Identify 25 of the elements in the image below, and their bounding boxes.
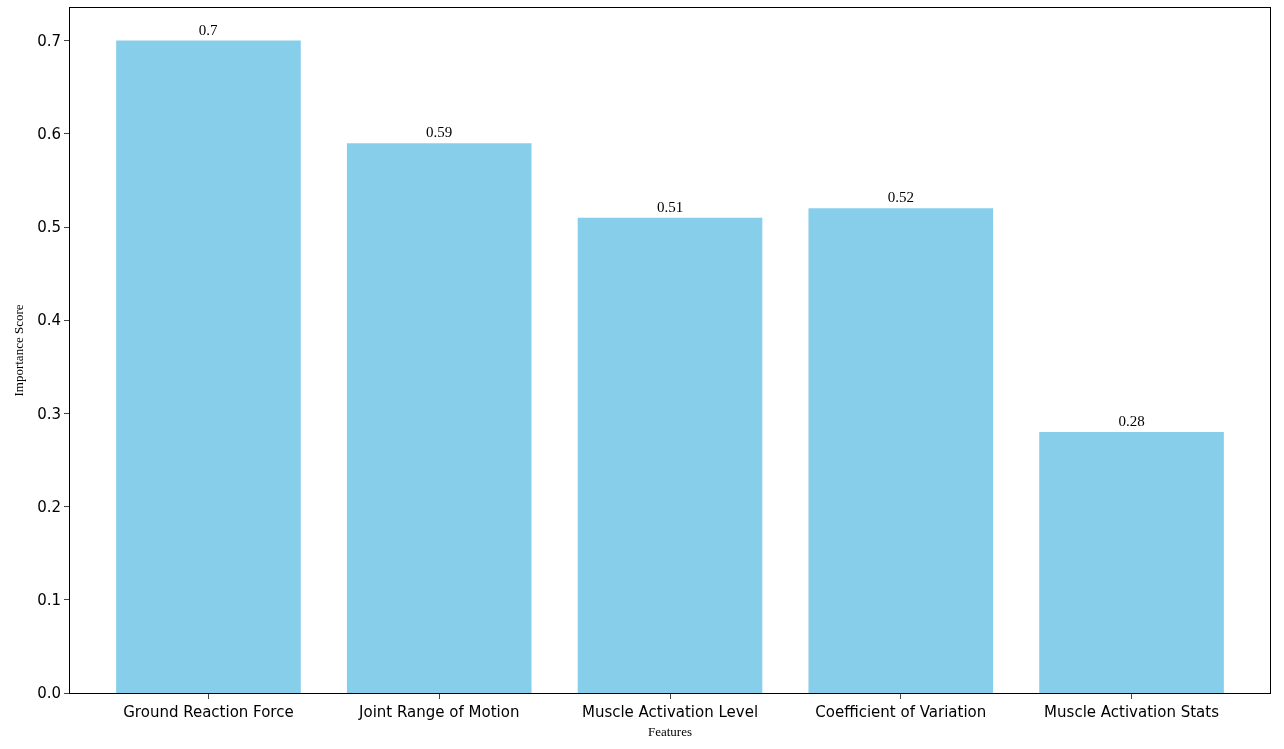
x-axis-title: Features: [647, 723, 693, 739]
bar: [808, 208, 994, 693]
data-label: 0.28: [1118, 413, 1145, 430]
bar: [116, 40, 301, 693]
y-tick-label: 0.5: [37, 218, 61, 237]
bar: [346, 143, 532, 693]
y-tick-label: 0.7: [37, 31, 61, 50]
data-label: 0.51: [656, 198, 684, 215]
y-tick-label: 0.6: [37, 125, 61, 144]
y-axis-title: Importance Score: [11, 304, 27, 397]
bar: [577, 217, 763, 693]
bar: [1039, 432, 1224, 693]
text: 0.0: [37, 684, 61, 703]
data-label: 0.52: [887, 189, 914, 206]
data-label: 0.59: [426, 124, 453, 141]
x-tick-label: Ground Reaction Force: [123, 703, 294, 721]
y-tick-label: 0.1: [37, 591, 61, 610]
x-tick-label: Muscle Activation Level: [581, 703, 759, 721]
x-tick-label: Muscle Activation Stats: [1044, 703, 1220, 721]
y-tick-label: 0.4: [37, 311, 61, 330]
x-tick-label: Joint Range of Motion: [358, 703, 520, 721]
y-tick-label: 0.3: [37, 404, 61, 423]
y-tick-label: 0.2: [37, 497, 61, 516]
data-label: 0.7: [198, 21, 219, 38]
x-tick-label: Coefficient of Variation: [815, 703, 987, 721]
